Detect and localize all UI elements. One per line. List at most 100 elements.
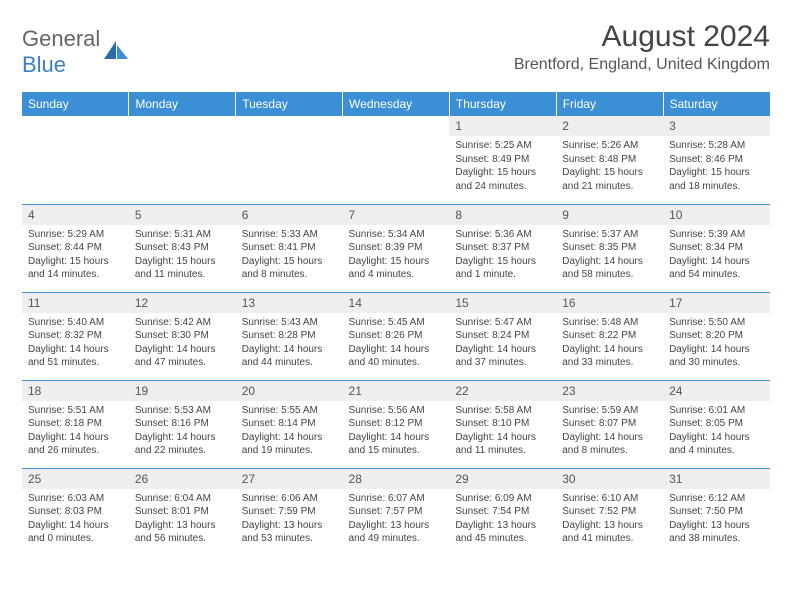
logo-text: General Blue	[22, 26, 100, 78]
calendar-day-cell	[129, 116, 236, 204]
logo: General Blue	[22, 20, 130, 78]
day-number: 12	[129, 293, 236, 313]
weekday-header: Saturday	[663, 92, 770, 116]
day-number: 15	[449, 293, 556, 313]
day-number: 2	[556, 116, 663, 136]
day-number: 10	[663, 205, 770, 225]
day-detail: Sunrise: 5:34 AMSunset: 8:39 PMDaylight:…	[343, 225, 450, 285]
day-number: 26	[129, 469, 236, 489]
day-detail: Sunrise: 5:50 AMSunset: 8:20 PMDaylight:…	[663, 313, 770, 373]
calendar-day-cell: 25Sunrise: 6:03 AMSunset: 8:03 PMDayligh…	[22, 468, 129, 556]
weekday-header: Friday	[556, 92, 663, 116]
day-number: 21	[343, 381, 450, 401]
calendar-day-cell: 9Sunrise: 5:37 AMSunset: 8:35 PMDaylight…	[556, 204, 663, 292]
calendar-day-cell	[236, 116, 343, 204]
day-detail: Sunrise: 5:26 AMSunset: 8:48 PMDaylight:…	[556, 136, 663, 196]
calendar-day-cell: 10Sunrise: 5:39 AMSunset: 8:34 PMDayligh…	[663, 204, 770, 292]
day-detail: Sunrise: 5:55 AMSunset: 8:14 PMDaylight:…	[236, 401, 343, 461]
day-detail: Sunrise: 5:56 AMSunset: 8:12 PMDaylight:…	[343, 401, 450, 461]
location: Brentford, England, United Kingdom	[514, 56, 770, 74]
calendar-day-cell: 4Sunrise: 5:29 AMSunset: 8:44 PMDaylight…	[22, 204, 129, 292]
day-number: 28	[343, 469, 450, 489]
day-detail: Sunrise: 5:36 AMSunset: 8:37 PMDaylight:…	[449, 225, 556, 285]
calendar-body: 1Sunrise: 5:25 AMSunset: 8:49 PMDaylight…	[22, 116, 770, 556]
calendar-day-cell: 24Sunrise: 6:01 AMSunset: 8:05 PMDayligh…	[663, 380, 770, 468]
day-detail: Sunrise: 5:25 AMSunset: 8:49 PMDaylight:…	[449, 136, 556, 196]
weekday-header: Tuesday	[236, 92, 343, 116]
weekday-header: Wednesday	[343, 92, 450, 116]
calendar-day-cell: 21Sunrise: 5:56 AMSunset: 8:12 PMDayligh…	[343, 380, 450, 468]
day-number: 9	[556, 205, 663, 225]
calendar-day-cell: 20Sunrise: 5:55 AMSunset: 8:14 PMDayligh…	[236, 380, 343, 468]
logo-text-1: General	[22, 26, 100, 51]
weekday-header: Monday	[129, 92, 236, 116]
day-number: 18	[22, 381, 129, 401]
calendar-day-cell: 29Sunrise: 6:09 AMSunset: 7:54 PMDayligh…	[449, 468, 556, 556]
day-detail: Sunrise: 6:04 AMSunset: 8:01 PMDaylight:…	[129, 489, 236, 549]
day-detail: Sunrise: 6:03 AMSunset: 8:03 PMDaylight:…	[22, 489, 129, 549]
weekday-header: Thursday	[449, 92, 556, 116]
day-detail: Sunrise: 6:01 AMSunset: 8:05 PMDaylight:…	[663, 401, 770, 461]
calendar-day-cell: 6Sunrise: 5:33 AMSunset: 8:41 PMDaylight…	[236, 204, 343, 292]
day-detail: Sunrise: 5:39 AMSunset: 8:34 PMDaylight:…	[663, 225, 770, 285]
weekday-header: Sunday	[22, 92, 129, 116]
calendar-week-row: 18Sunrise: 5:51 AMSunset: 8:18 PMDayligh…	[22, 380, 770, 468]
calendar-day-cell: 26Sunrise: 6:04 AMSunset: 8:01 PMDayligh…	[129, 468, 236, 556]
day-number: 1	[449, 116, 556, 136]
day-number: 11	[22, 293, 129, 313]
calendar-week-row: 1Sunrise: 5:25 AMSunset: 8:49 PMDaylight…	[22, 116, 770, 204]
calendar-day-cell: 3Sunrise: 5:28 AMSunset: 8:46 PMDaylight…	[663, 116, 770, 204]
day-detail: Sunrise: 5:29 AMSunset: 8:44 PMDaylight:…	[22, 225, 129, 285]
month-year: August 2024	[514, 20, 770, 54]
calendar-day-cell: 13Sunrise: 5:43 AMSunset: 8:28 PMDayligh…	[236, 292, 343, 380]
calendar-day-cell	[22, 116, 129, 204]
weekday-header-row: SundayMondayTuesdayWednesdayThursdayFrid…	[22, 92, 770, 116]
day-number: 27	[236, 469, 343, 489]
calendar-day-cell: 11Sunrise: 5:40 AMSunset: 8:32 PMDayligh…	[22, 292, 129, 380]
day-number: 31	[663, 469, 770, 489]
day-detail: Sunrise: 5:45 AMSunset: 8:26 PMDaylight:…	[343, 313, 450, 373]
calendar-day-cell: 2Sunrise: 5:26 AMSunset: 8:48 PMDaylight…	[556, 116, 663, 204]
header: General Blue August 2024 Brentford, Engl…	[22, 20, 770, 78]
day-detail: Sunrise: 5:47 AMSunset: 8:24 PMDaylight:…	[449, 313, 556, 373]
calendar-day-cell: 18Sunrise: 5:51 AMSunset: 8:18 PMDayligh…	[22, 380, 129, 468]
calendar-day-cell: 19Sunrise: 5:53 AMSunset: 8:16 PMDayligh…	[129, 380, 236, 468]
calendar-day-cell: 30Sunrise: 6:10 AMSunset: 7:52 PMDayligh…	[556, 468, 663, 556]
day-number: 6	[236, 205, 343, 225]
day-detail: Sunrise: 5:59 AMSunset: 8:07 PMDaylight:…	[556, 401, 663, 461]
calendar-day-cell	[343, 116, 450, 204]
day-detail: Sunrise: 5:42 AMSunset: 8:30 PMDaylight:…	[129, 313, 236, 373]
calendar-day-cell: 23Sunrise: 5:59 AMSunset: 8:07 PMDayligh…	[556, 380, 663, 468]
day-number: 23	[556, 381, 663, 401]
day-number: 16	[556, 293, 663, 313]
calendar-day-cell: 28Sunrise: 6:07 AMSunset: 7:57 PMDayligh…	[343, 468, 450, 556]
day-detail: Sunrise: 6:12 AMSunset: 7:50 PMDaylight:…	[663, 489, 770, 549]
logo-sail-icon	[102, 39, 130, 66]
calendar-week-row: 11Sunrise: 5:40 AMSunset: 8:32 PMDayligh…	[22, 292, 770, 380]
day-detail: Sunrise: 5:43 AMSunset: 8:28 PMDaylight:…	[236, 313, 343, 373]
day-detail: Sunrise: 6:10 AMSunset: 7:52 PMDaylight:…	[556, 489, 663, 549]
day-number: 25	[22, 469, 129, 489]
day-detail: Sunrise: 5:40 AMSunset: 8:32 PMDaylight:…	[22, 313, 129, 373]
day-number: 17	[663, 293, 770, 313]
day-detail: Sunrise: 5:51 AMSunset: 8:18 PMDaylight:…	[22, 401, 129, 461]
calendar-day-cell: 27Sunrise: 6:06 AMSunset: 7:59 PMDayligh…	[236, 468, 343, 556]
day-number: 19	[129, 381, 236, 401]
day-detail: Sunrise: 5:58 AMSunset: 8:10 PMDaylight:…	[449, 401, 556, 461]
day-number: 7	[343, 205, 450, 225]
day-detail: Sunrise: 6:07 AMSunset: 7:57 PMDaylight:…	[343, 489, 450, 549]
calendar-day-cell: 14Sunrise: 5:45 AMSunset: 8:26 PMDayligh…	[343, 292, 450, 380]
calendar-day-cell: 8Sunrise: 5:36 AMSunset: 8:37 PMDaylight…	[449, 204, 556, 292]
day-detail: Sunrise: 6:06 AMSunset: 7:59 PMDaylight:…	[236, 489, 343, 549]
day-detail: Sunrise: 6:09 AMSunset: 7:54 PMDaylight:…	[449, 489, 556, 549]
day-number: 30	[556, 469, 663, 489]
calendar-day-cell: 12Sunrise: 5:42 AMSunset: 8:30 PMDayligh…	[129, 292, 236, 380]
day-detail: Sunrise: 5:33 AMSunset: 8:41 PMDaylight:…	[236, 225, 343, 285]
day-number: 24	[663, 381, 770, 401]
day-number: 3	[663, 116, 770, 136]
day-number: 20	[236, 381, 343, 401]
calendar-day-cell: 17Sunrise: 5:50 AMSunset: 8:20 PMDayligh…	[663, 292, 770, 380]
calendar-day-cell: 5Sunrise: 5:31 AMSunset: 8:43 PMDaylight…	[129, 204, 236, 292]
day-number: 13	[236, 293, 343, 313]
calendar-day-cell: 31Sunrise: 6:12 AMSunset: 7:50 PMDayligh…	[663, 468, 770, 556]
